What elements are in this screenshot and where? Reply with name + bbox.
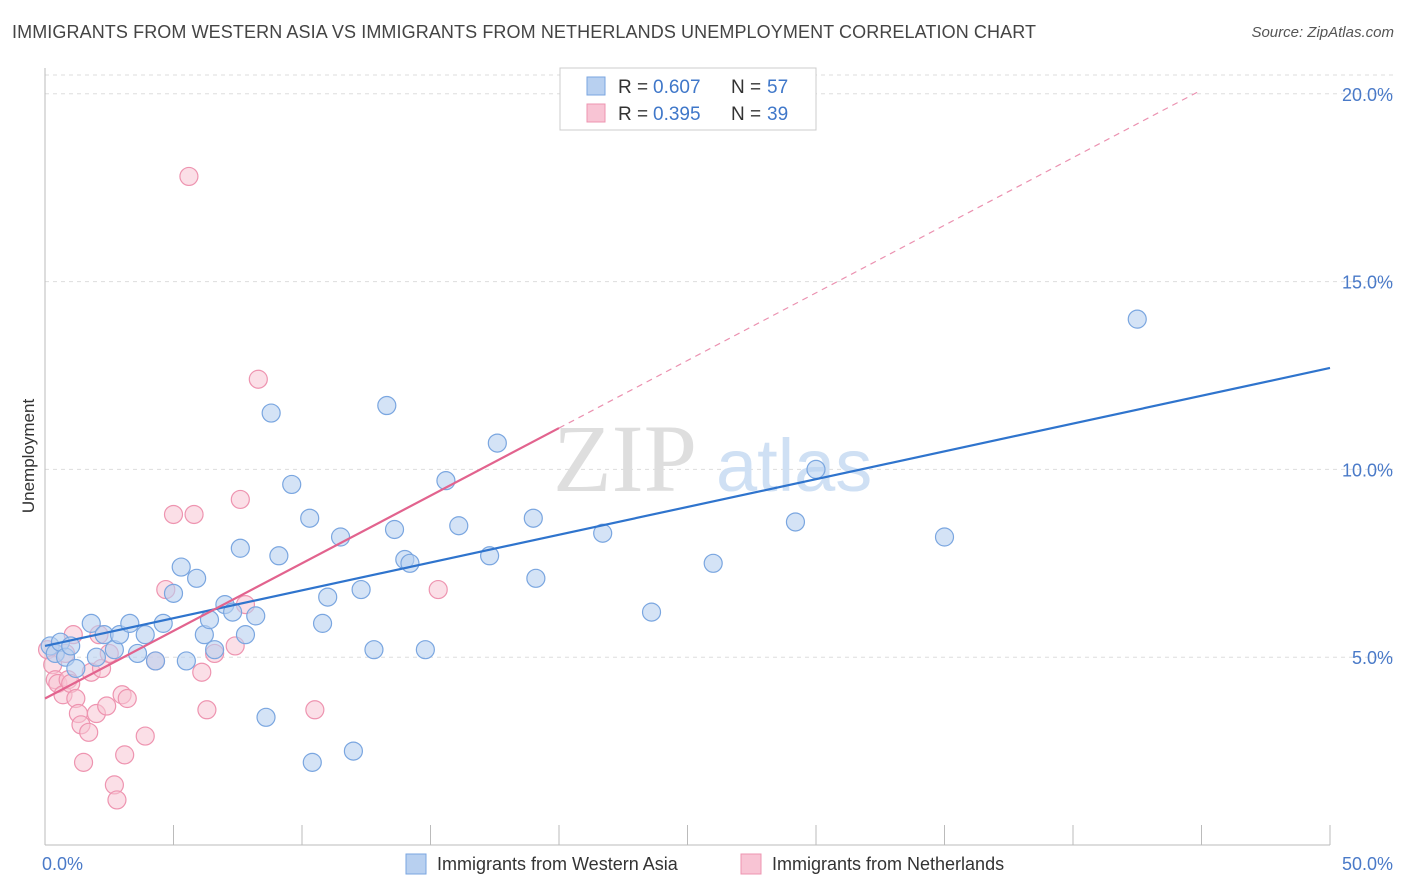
legend-swatch-blue — [586, 76, 606, 96]
trend-line-netherlands — [44, 427, 560, 700]
point-netherlands-29 — [179, 166, 199, 187]
point-western-asia-14 — [145, 651, 166, 671]
trend-line-western-asia — [44, 366, 1331, 648]
point-western-asia-34 — [312, 613, 333, 633]
point-netherlands-13 — [79, 722, 99, 742]
y-tick-label-2: 15.0% — [1342, 273, 1393, 293]
axes — [44, 68, 1331, 846]
point-western-asia-7 — [86, 647, 107, 667]
bottom-legend: Immigrants from Western Asia Immigrants … — [405, 853, 1004, 875]
point-western-asia-15 — [153, 613, 173, 633]
point-western-asia-56 — [934, 527, 955, 547]
point-netherlands-39 — [428, 579, 448, 600]
point-netherlands-24 — [117, 688, 137, 709]
point-netherlands-28 — [163, 504, 184, 525]
y-tick-label-1: 10.0% — [1342, 460, 1393, 480]
watermark-zip: ZIP — [553, 405, 697, 512]
point-western-asia-22 — [205, 640, 225, 660]
legend-swatch-pink — [586, 103, 606, 123]
legend-n-label-2: N = — [731, 104, 761, 125]
point-netherlands-37 — [248, 369, 268, 389]
point-western-asia-57 — [1127, 309, 1147, 329]
point-western-asia-17 — [171, 557, 191, 577]
legend-n-label-1: N = — [731, 77, 761, 98]
point-western-asia-16 — [163, 583, 184, 603]
legend-r-value-1: 0.607 — [653, 77, 701, 98]
chart-title: IMMIGRANTS FROM WESTERN ASIA VS IMMIGRAN… — [12, 22, 1037, 42]
y-tick-labels: 5.0% 10.0% 15.0% 20.0% — [1342, 85, 1393, 668]
legend-r-value-2: 0.395 — [653, 104, 701, 125]
bottom-legend-swatch-blue — [405, 853, 427, 875]
point-western-asia-18 — [176, 651, 196, 671]
series-western-asia-points — [40, 309, 1147, 772]
x-tick-labels: 0.0% 50.0% — [42, 854, 1393, 874]
point-western-asia-30 — [269, 546, 289, 566]
point-western-asia-27 — [246, 606, 266, 626]
bottom-legend-label-blue: Immigrants from Western Asia — [437, 854, 679, 874]
point-western-asia-29 — [261, 403, 281, 423]
point-netherlands-31 — [192, 662, 212, 682]
point-western-asia-43 — [400, 553, 420, 573]
point-western-asia-48 — [487, 433, 507, 453]
point-western-asia-52 — [641, 602, 662, 622]
point-western-asia-49 — [523, 508, 543, 528]
point-western-asia-13 — [135, 625, 155, 645]
point-western-asia-39 — [364, 640, 384, 660]
point-western-asia-44 — [415, 640, 435, 660]
source-label: Source: ZipAtlas.com — [1251, 24, 1394, 41]
point-western-asia-55 — [806, 459, 826, 479]
point-western-asia-54 — [785, 512, 806, 532]
y-tick-label-3: 20.0% — [1342, 85, 1393, 105]
bottom-legend-swatch-pink — [740, 853, 762, 875]
point-netherlands-23 — [115, 745, 135, 765]
point-western-asia-25 — [230, 538, 250, 558]
point-western-asia-24 — [223, 602, 243, 622]
point-western-asia-40 — [377, 395, 397, 416]
y-axis-label: Unemployment — [19, 399, 38, 514]
point-netherlands-35 — [230, 489, 250, 510]
point-western-asia-41 — [384, 519, 405, 540]
trend-lines — [44, 89, 1331, 700]
x-tick-label-0: 0.0% — [42, 854, 83, 874]
point-western-asia-35 — [318, 587, 338, 607]
point-western-asia-50 — [526, 568, 546, 588]
trend-line-netherlands-extended — [558, 89, 1202, 429]
watermark-atlas: atlas — [716, 424, 872, 507]
point-netherlands-25 — [135, 726, 155, 746]
point-western-asia-28 — [256, 707, 276, 727]
legend-box: R = 0.607 N = 57 R = 0.395 N = 39 — [559, 67, 817, 131]
point-western-asia-38 — [351, 579, 371, 600]
point-western-asia-19 — [187, 568, 207, 588]
legend-n-value-1: 57 — [767, 77, 788, 98]
point-netherlands-32 — [197, 700, 217, 720]
point-western-asia-53 — [703, 553, 723, 573]
point-netherlands-38 — [305, 700, 325, 720]
point-western-asia-31 — [282, 474, 302, 495]
watermark: ZIP atlas — [553, 405, 872, 512]
legend-r-label-1: R = — [618, 77, 648, 98]
point-netherlands-12 — [73, 752, 94, 772]
point-western-asia-46 — [449, 516, 469, 536]
bottom-legend-label-pink: Immigrants from Netherlands — [772, 854, 1004, 874]
point-western-asia-26 — [235, 625, 256, 645]
point-western-asia-32 — [300, 508, 320, 528]
point-western-asia-33 — [302, 752, 322, 772]
point-western-asia-5 — [66, 658, 86, 679]
point-western-asia-37 — [343, 741, 363, 761]
point-netherlands-18 — [97, 696, 117, 716]
x-tick-label-1: 50.0% — [1342, 854, 1393, 874]
legend-n-value-2: 39 — [767, 104, 788, 125]
legend-r-label-2: R = — [618, 104, 648, 125]
point-netherlands-30 — [184, 504, 204, 525]
point-netherlands-21 — [107, 790, 127, 810]
point-western-asia-6 — [81, 613, 101, 633]
point-western-asia-21 — [199, 610, 220, 630]
series-netherlands-points — [37, 166, 448, 810]
y-tick-label-0: 5.0% — [1352, 648, 1393, 668]
